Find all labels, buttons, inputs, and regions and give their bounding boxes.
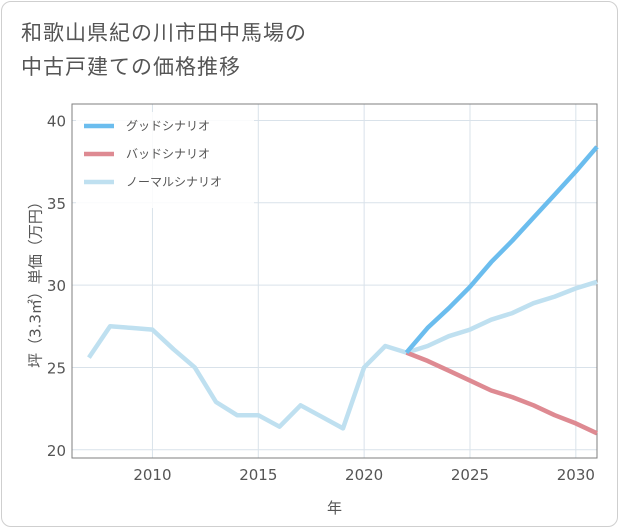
y-tick-label: 20 xyxy=(47,442,66,460)
series-line-1 xyxy=(405,350,598,436)
chart-title-line-1: 和歌山県紀の川市田中馬場の xyxy=(21,21,307,45)
plot-area-frame xyxy=(71,103,598,459)
series-lines xyxy=(87,145,599,436)
legend-label: ノーマルシナリオ xyxy=(126,175,222,189)
x-tick-label: 2025 xyxy=(451,466,489,484)
chart-title-line-2: 中古戸建ての価格推移 xyxy=(21,55,241,79)
legend-label: グッドシナリオ xyxy=(126,119,210,133)
grid-lines xyxy=(72,104,597,458)
y-tick-label: 25 xyxy=(47,359,66,377)
y-tick-label: 35 xyxy=(47,195,66,213)
series-line-0 xyxy=(404,145,599,355)
x-tick-label: 2030 xyxy=(557,466,595,484)
x-tick-label: 2010 xyxy=(133,466,171,484)
series-line-2 xyxy=(87,279,598,431)
y-axis-title: 坪（3.3㎡）単価（万円） xyxy=(27,194,45,368)
y-tick-label: 30 xyxy=(47,277,66,295)
x-tick-label: 2015 xyxy=(239,466,277,484)
chart-title: 和歌山県紀の川市田中馬場の 中古戸建ての価格推移 xyxy=(21,16,307,84)
x-tick-label: 2020 xyxy=(345,466,383,484)
legend-label: バッドシナリオ xyxy=(126,147,210,161)
x-axis-title: 年 xyxy=(327,499,342,517)
y-tick-label: 40 xyxy=(47,112,66,130)
